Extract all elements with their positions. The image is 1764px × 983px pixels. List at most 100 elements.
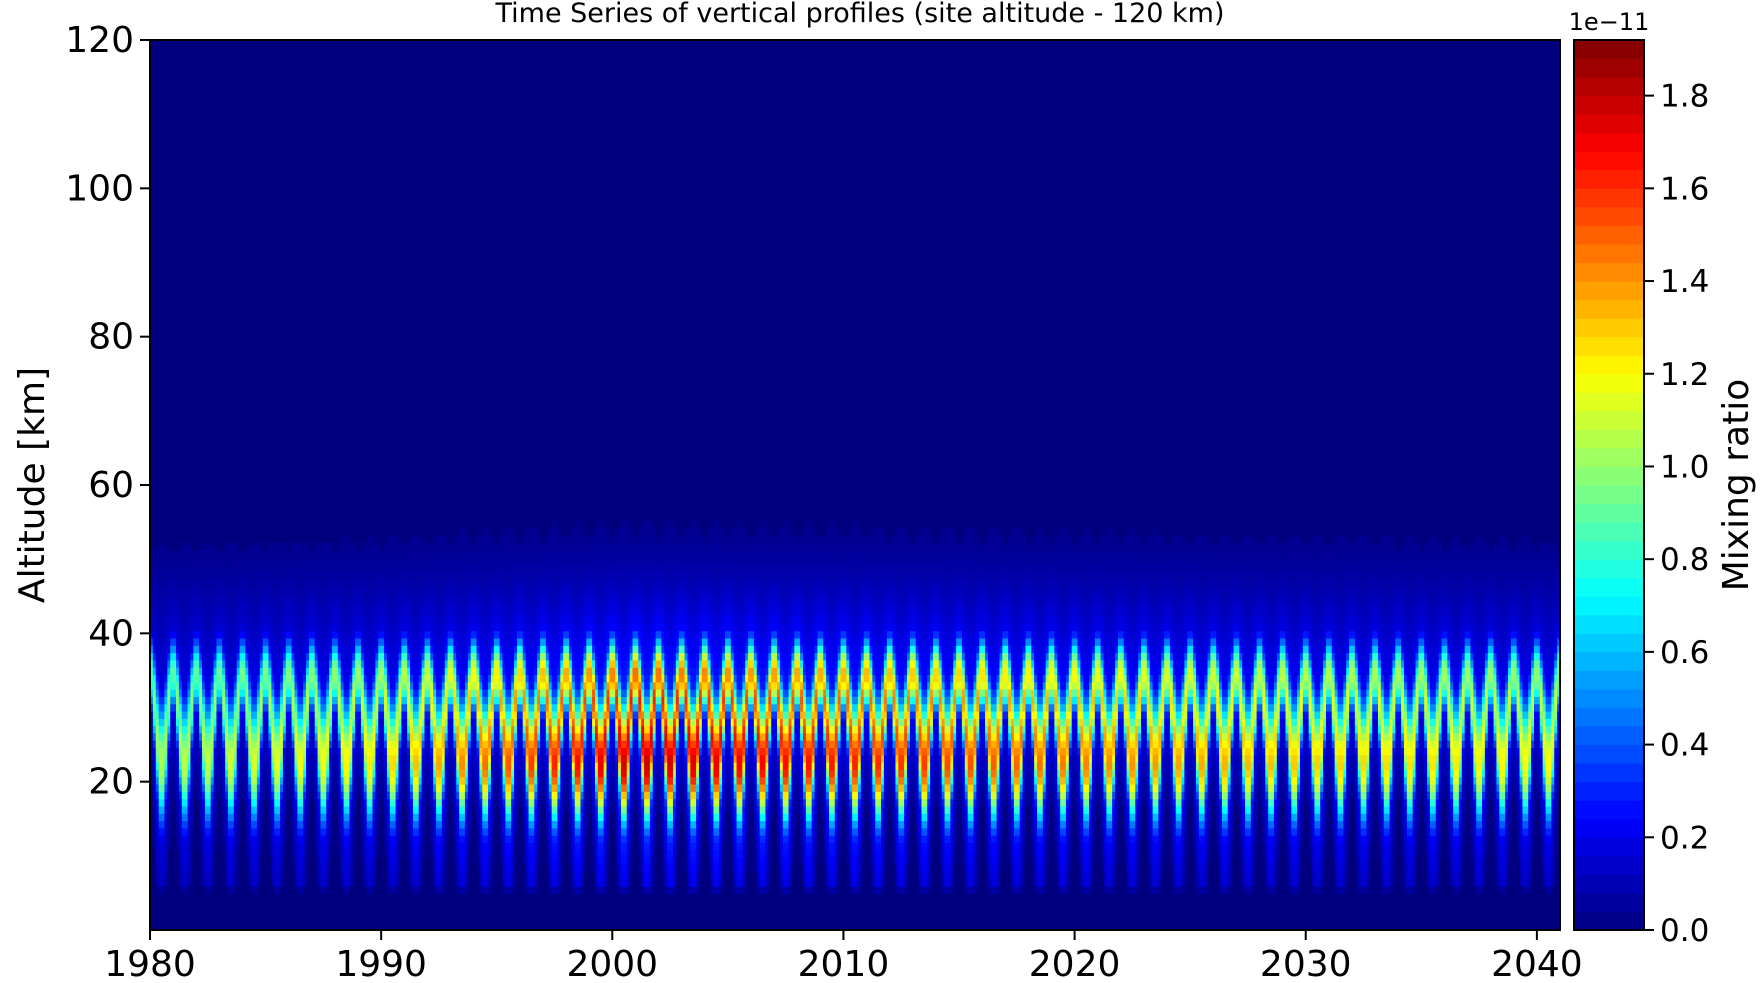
- heatmap-cell: [1103, 842, 1107, 851]
- heatmap-cell: [436, 878, 440, 887]
- heatmap-cell: [1331, 835, 1336, 843]
- heatmap-cell: [1357, 871, 1362, 880]
- heatmap-cell: [808, 849, 813, 858]
- heatmap-cell: [878, 864, 882, 873]
- heatmap-cell: [1158, 827, 1162, 836]
- heatmap-cell: [360, 827, 365, 836]
- heatmap-cell: [1065, 827, 1070, 836]
- heatmap-cell: [1383, 856, 1388, 865]
- heatmap-cell: [1276, 849, 1281, 858]
- heatmap-cell: [953, 849, 957, 858]
- heatmap-cell: [1432, 842, 1437, 851]
- heatmap-cell: [1273, 849, 1278, 858]
- heatmap-cell: [878, 856, 882, 865]
- heatmap-cell: [384, 835, 388, 843]
- heatmap-cell: [623, 827, 628, 836]
- heatmap-cell: [1158, 856, 1162, 865]
- heatmap-cell: [849, 835, 853, 843]
- heatmap-cell: [716, 864, 720, 873]
- heatmap-cell: [675, 835, 680, 843]
- heatmap-cell: [730, 827, 735, 836]
- heatmap-cell: [953, 813, 957, 822]
- heatmap-cell: [314, 835, 319, 843]
- heatmap-cell: [918, 842, 923, 851]
- heatmap-cell: [641, 871, 645, 880]
- heatmap-cell: [973, 886, 977, 895]
- heatmap-cell: [502, 827, 506, 836]
- heatmap-cell: [346, 856, 350, 865]
- heatmap-cell: [1042, 827, 1047, 836]
- heatmap-cell: [993, 842, 998, 851]
- heatmap-cell: [895, 849, 899, 858]
- heatmap-cell: [207, 842, 212, 851]
- heatmap-cell: [1545, 864, 1550, 873]
- heatmap-cell: [953, 835, 957, 843]
- heatmap-cell: [719, 878, 723, 887]
- heatmap-cell: [372, 878, 376, 887]
- heatmap-cell: [644, 856, 648, 865]
- heatmap-cell: [1545, 871, 1550, 880]
- heatmap-cell: [1288, 864, 1292, 873]
- heatmap-cell: [1172, 849, 1177, 858]
- heatmap-cell: [444, 820, 449, 829]
- heatmap-cell: [453, 827, 457, 836]
- heatmap-cell: [1172, 842, 1177, 851]
- heatmap-cell: [386, 849, 391, 858]
- heatmap-cell: [1245, 878, 1249, 887]
- heatmap-cell: [1415, 842, 1420, 851]
- heatmap-cell: [1158, 871, 1162, 880]
- heatmap-cell: [765, 871, 769, 880]
- heatmap-cell: [623, 886, 628, 895]
- heatmap-cell: [849, 886, 853, 895]
- heatmap-cell: [1086, 842, 1090, 851]
- heatmap-cell: [620, 856, 625, 865]
- heatmap-cell: [690, 849, 694, 858]
- heatmap-cell: [707, 849, 712, 858]
- heatmap-cell: [430, 835, 434, 843]
- heatmap-cell: [1109, 886, 1113, 895]
- heatmap-cell: [802, 849, 807, 858]
- heatmap-cell: [872, 849, 876, 858]
- heatmap-cell: [207, 827, 212, 836]
- heatmap-cell: [785, 886, 790, 895]
- heatmap-cell: [1138, 835, 1142, 843]
- heatmap-cell: [303, 827, 307, 836]
- heatmap-cell: [1481, 871, 1486, 880]
- heatmap-cell: [927, 827, 931, 836]
- heatmap-cell: [204, 871, 209, 880]
- heatmap-cell: [1129, 864, 1133, 873]
- heatmap-cell: [274, 835, 278, 843]
- heatmap-cell: [1366, 856, 1370, 865]
- heatmap-cell: [698, 813, 703, 822]
- heatmap-cell: [652, 864, 657, 873]
- heatmap-cell: [511, 849, 515, 858]
- heatmap-cell: [456, 878, 460, 887]
- heatmap-cell: [459, 849, 463, 858]
- heatmap-cell: [670, 835, 674, 843]
- heatmap-cell: [1175, 827, 1180, 836]
- heatmap-cell: [661, 835, 665, 843]
- heatmap-cell: [1427, 864, 1431, 873]
- heatmap-cell: [415, 842, 420, 851]
- heatmap-cell: [441, 886, 446, 895]
- heatmap-cell: [849, 871, 853, 880]
- heatmap-cell: [511, 827, 515, 836]
- heatmap-cell: [1357, 856, 1362, 865]
- heatmap-cell: [1239, 842, 1243, 851]
- heatmap-cell: [1175, 871, 1180, 880]
- heatmap-cell: [849, 878, 853, 887]
- heatmap-cell: [1389, 871, 1394, 880]
- heatmap-cell: [467, 856, 472, 865]
- heatmap-cell: [271, 871, 275, 880]
- heatmap-cell: [1450, 827, 1454, 836]
- heatmap-cell: [1496, 864, 1500, 873]
- heatmap-cell: [1389, 856, 1394, 865]
- heatmap-cell: [1265, 886, 1269, 895]
- heatmap-cell: [1132, 878, 1136, 887]
- heatmap-cell: [1548, 849, 1552, 858]
- heatmap-cell: [1412, 842, 1417, 851]
- heatmap-cell: [1242, 878, 1246, 887]
- heatmap-cell: [1346, 820, 1350, 829]
- heatmap-cell: [1334, 856, 1339, 865]
- heatmap-cell: [297, 835, 301, 843]
